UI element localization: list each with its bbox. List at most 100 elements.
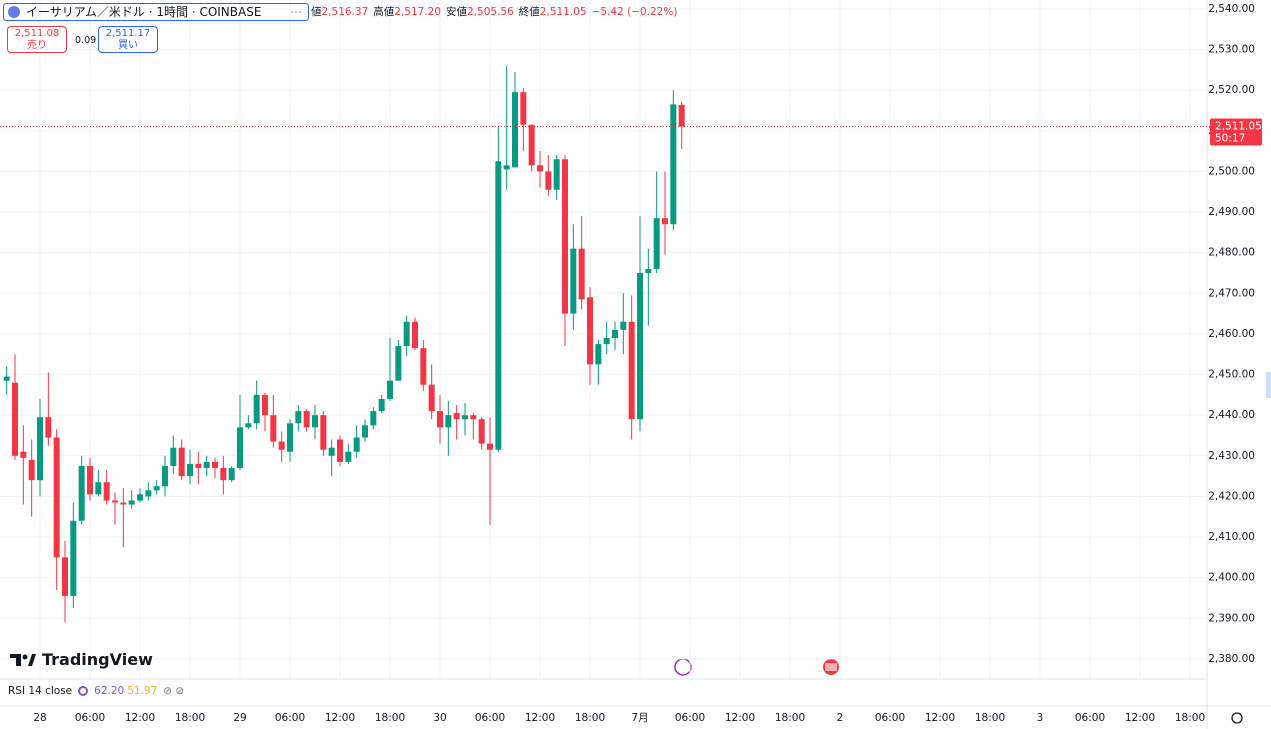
x-tick-label: 06:00 <box>275 712 305 724</box>
candle-body <box>203 461 210 468</box>
x-tick-label: 12:00 <box>325 712 355 724</box>
indicator-value: 62.20 <box>94 685 125 697</box>
candle-body <box>12 382 19 456</box>
spread: 0.09 <box>75 35 97 46</box>
ohlc-value: 2,517.20 <box>394 6 442 18</box>
candle-body <box>562 159 569 314</box>
candle-body <box>645 268 652 273</box>
y-tick-label: 2,460.00 <box>1208 328 1255 340</box>
countdown: 50:17 <box>1215 133 1245 145</box>
x-tick-label: 06:00 <box>1075 712 1105 724</box>
candle-body <box>70 520 77 596</box>
more-icon[interactable]: ⋯ <box>290 4 302 19</box>
x-tick-label: 06:00 <box>675 712 705 724</box>
x-tick-label: 18:00 <box>1175 712 1205 724</box>
candle-body <box>245 423 252 428</box>
candle-body <box>353 437 360 452</box>
candle-body <box>320 415 327 450</box>
x-tick-label: 12:00 <box>1125 712 1155 724</box>
candle-body <box>478 419 485 444</box>
candle-body <box>303 411 310 428</box>
x-tick-label: 30 <box>433 712 446 724</box>
candle-body <box>620 321 627 330</box>
candle-body <box>428 384 435 412</box>
y-tick-label: 2,520.00 <box>1208 84 1255 96</box>
candle-body <box>328 447 335 456</box>
symbol-box[interactable]: イーサリアム／米ドル · 1時間 · COINBASE ⋯ <box>3 2 309 21</box>
x-tick-label: 18:00 <box>975 712 1005 724</box>
indicator-icon[interactable] <box>78 686 89 696</box>
sell-label: 売り <box>27 40 47 51</box>
event-icon[interactable] <box>674 658 692 676</box>
sell-price: 2,511.08 <box>14 28 60 39</box>
candle-body <box>512 92 519 168</box>
candle-body <box>220 467 227 481</box>
candle-body <box>653 218 660 269</box>
change: −5.42 (−0.22%) <box>591 6 678 18</box>
settings-icon[interactable] <box>1231 712 1243 724</box>
flag-icon-stripe <box>825 663 837 671</box>
candle-body <box>520 92 527 125</box>
candle-body <box>503 165 510 170</box>
candle-body <box>262 394 269 416</box>
visibility-icon[interactable]: ⊘ ⊘ <box>163 685 185 697</box>
candle-body <box>103 482 110 501</box>
indicator-value: 51.97 <box>127 685 158 697</box>
x-tick-label: 18:00 <box>575 712 605 724</box>
sell-button[interactable]: 2,511.08 売り <box>7 26 67 53</box>
brand-logo <box>10 653 36 666</box>
candle-body <box>37 417 44 481</box>
y-tick-label: 2,390.00 <box>1208 612 1255 624</box>
x-tick-label: 12:00 <box>125 712 155 724</box>
candle-body <box>228 467 235 481</box>
candle-body <box>278 441 285 450</box>
candle-body <box>578 248 585 300</box>
brand-name: TradingView <box>42 650 153 669</box>
candle-body <box>570 248 577 314</box>
candle-body <box>595 344 602 365</box>
y-tick-label: 2,440.00 <box>1208 409 1255 421</box>
x-tick-label: 18:00 <box>175 712 205 724</box>
x-tick-label: 12:00 <box>725 712 755 724</box>
x-tick-label: 2 <box>837 712 844 724</box>
last-price-tag <box>1210 118 1262 146</box>
ohlc-label: 値 <box>311 6 322 18</box>
candle-body <box>678 104 685 127</box>
ohlc-label: 終値 <box>518 6 540 18</box>
candle-body <box>553 159 560 190</box>
candle-body <box>45 417 52 438</box>
candle-body <box>237 427 244 468</box>
candle-body <box>437 411 444 428</box>
candle-body <box>287 423 294 452</box>
candle-body <box>270 415 277 442</box>
scroll-handle[interactable] <box>1266 372 1271 398</box>
candle-body <box>587 297 594 365</box>
candle-body <box>162 465 169 487</box>
candle-body <box>420 348 427 385</box>
x-tick-label: 29 <box>233 712 246 724</box>
candle-body <box>253 394 260 424</box>
candle-body <box>628 321 635 420</box>
candle-body <box>528 124 535 166</box>
candle-body <box>112 500 119 503</box>
candle-body <box>95 482 102 495</box>
y-tick-label: 2,530.00 <box>1208 44 1255 56</box>
candle-body <box>487 443 494 450</box>
candle-body <box>453 413 460 420</box>
candle-body <box>403 321 410 347</box>
candle-body <box>603 337 610 345</box>
indicator-name: RSI 14 close <box>8 685 73 697</box>
last-price-label: 2,511.05 <box>1215 121 1262 133</box>
candle-body <box>470 415 477 420</box>
buy-button[interactable]: 2,511.17 買い <box>98 26 158 53</box>
x-tick-label: 3 <box>1037 712 1044 724</box>
candle-body <box>137 494 144 501</box>
candle-body <box>378 398 385 412</box>
ohlc-label: 高値 <box>373 6 395 18</box>
candle-body <box>53 437 60 558</box>
candle-body <box>20 451 27 458</box>
x-tick-label: 18:00 <box>375 712 405 724</box>
y-tick-label: 2,540.00 <box>1208 3 1255 15</box>
